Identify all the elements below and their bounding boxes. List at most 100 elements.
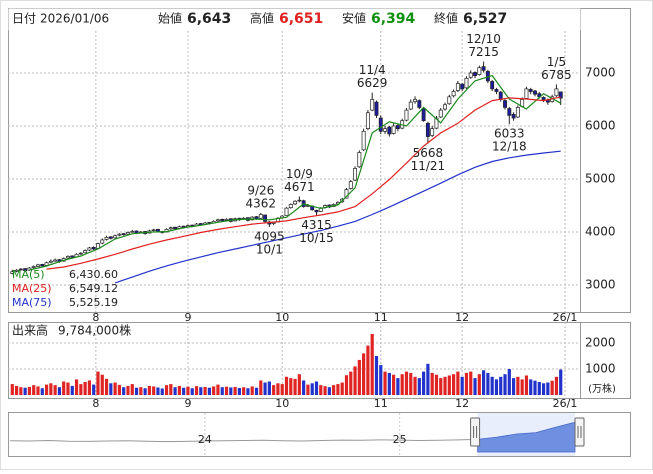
volume-bar: [349, 371, 353, 395]
volume-bar: [190, 388, 194, 395]
navigator-label: 25: [393, 433, 407, 446]
annotation-price: 4362: [246, 196, 277, 210]
candle-body: [477, 67, 482, 75]
legend-name: MA(75): [12, 296, 52, 309]
volume-bar: [520, 379, 524, 395]
volume-bar: [40, 388, 44, 395]
candle-body: [288, 204, 293, 208]
ma-line: [114, 150, 561, 284]
y-tick-label: 3000: [585, 278, 616, 292]
navigator-handle[interactable]: [470, 417, 481, 447]
volume-bar: [452, 374, 456, 395]
candle-body: [473, 72, 477, 76]
candle-body: [23, 268, 28, 272]
volume-bar: [284, 376, 289, 395]
volume-bar: [156, 387, 160, 395]
candle-body: [490, 81, 495, 90]
volume-bar: [323, 386, 327, 395]
y-tick-label: 2000: [585, 336, 616, 350]
volume-bar: [74, 379, 79, 395]
candle-body: [108, 236, 113, 239]
candle-body: [117, 233, 122, 236]
volume-bar: [494, 379, 499, 395]
volume-bar: [194, 386, 199, 395]
candle-body: [357, 152, 362, 168]
candle-body: [460, 83, 465, 90]
legend-value: 6,430.60: [69, 268, 118, 281]
ma-line: [46, 96, 561, 270]
candle-body: [10, 271, 15, 274]
annotation-date: 12/10: [466, 32, 501, 46]
volume-bar: [344, 375, 349, 395]
legend-value: 6,549.12: [69, 282, 118, 295]
volume-bar: [117, 384, 122, 395]
candle-body: [365, 112, 370, 129]
volume-bar: [439, 378, 443, 395]
candle-body: [443, 104, 447, 110]
x-tick-label: 8: [92, 311, 99, 324]
volume-bar: [319, 385, 323, 395]
volume-bar: [203, 386, 207, 395]
x-tick-label: 12: [455, 311, 469, 324]
candle-body: [18, 268, 23, 271]
volume-bar: [374, 356, 379, 395]
volume-bar: [70, 385, 74, 395]
candle-body: [395, 125, 400, 129]
candle-body: [498, 91, 503, 100]
volume-bar: [186, 386, 190, 395]
volume-bar: [314, 381, 319, 395]
volume-bar: [417, 378, 421, 395]
annotation-price: 4095: [254, 229, 285, 243]
volume-bar: [254, 387, 259, 395]
y-tick-label: 5000: [585, 172, 616, 186]
annotation-date: 11/21: [411, 159, 446, 173]
candle-body: [408, 101, 413, 110]
volume-bar: [537, 382, 541, 395]
candle-body: [413, 99, 417, 102]
candle-body: [558, 91, 563, 99]
candle-body: [215, 219, 220, 222]
volume-bar: [23, 387, 27, 395]
volume-bar: [524, 375, 529, 395]
volume-bar: [469, 371, 473, 395]
volume-bar: [507, 369, 511, 395]
volume-bar: [147, 385, 151, 395]
volume-bar: [104, 378, 109, 395]
annotation-date: 11/4: [359, 63, 386, 77]
candle-body: [48, 260, 53, 263]
volume-bar: [340, 382, 344, 395]
y-tick-label: 7000: [585, 65, 616, 79]
volume-bar: [409, 372, 413, 395]
x-tick-label: 10: [275, 311, 289, 324]
candle-body: [130, 231, 135, 233]
annotation-price: 6785: [541, 68, 572, 82]
candle-body: [173, 226, 178, 230]
annotation-date: 9/26: [247, 183, 274, 197]
candle-body: [370, 99, 375, 111]
volume-bar: [177, 385, 181, 395]
volume-bar: [49, 383, 53, 395]
volume-bar: [306, 384, 310, 395]
legend-name: MA(5): [12, 268, 45, 281]
volume-bar: [327, 387, 331, 395]
volume-bar: [477, 374, 481, 395]
volume-bar: [353, 366, 357, 395]
volume-bar: [426, 363, 430, 395]
y-tick-label: 1000: [585, 362, 616, 376]
volume-bar: [422, 371, 426, 395]
volume-bar: [126, 385, 130, 395]
volume-bar: [280, 384, 284, 395]
candle-body: [507, 108, 512, 116]
navigator-label: 24: [198, 433, 212, 446]
volume-bar: [19, 387, 23, 395]
candle-body: [464, 77, 469, 89]
volume-bar: [541, 383, 546, 395]
candle-body: [70, 255, 75, 258]
candle-body: [417, 100, 422, 108]
header-band: [8, 8, 581, 31]
navigator-handle[interactable]: [574, 417, 585, 447]
volume-bar: [379, 365, 383, 395]
candle-body: [447, 96, 452, 105]
x-tick-label: 26/1: [553, 311, 578, 324]
volume-bar: [387, 372, 391, 395]
